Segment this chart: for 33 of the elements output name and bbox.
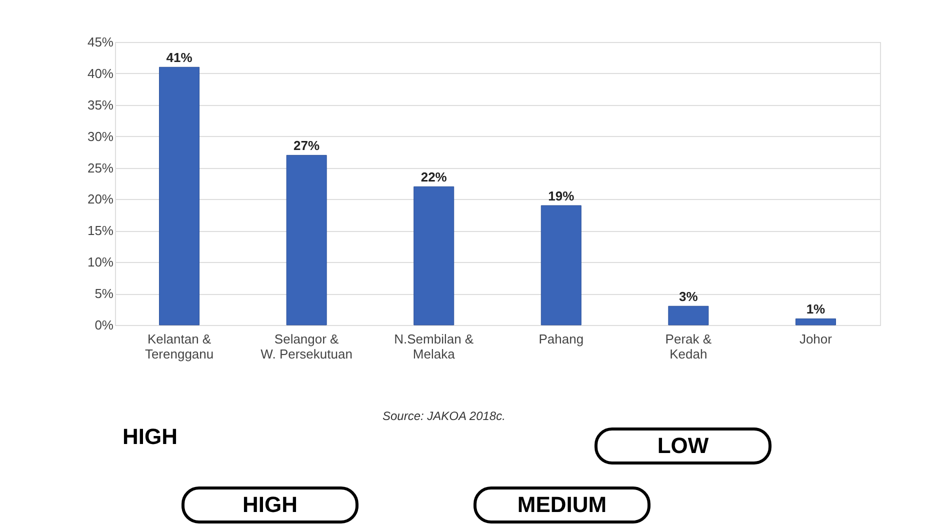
y-tick-label: 30%: [87, 128, 114, 144]
y-tick-label: 15%: [87, 223, 114, 238]
x-tick-label: Pahang: [538, 332, 584, 346]
y-tick-label: 5%: [94, 286, 114, 302]
x-tick-label: N.Sembilan & Melaka: [394, 332, 474, 362]
data-label: 3%: [679, 289, 698, 304]
x-tick-label: Perak & Kedah: [665, 332, 712, 362]
x-tick-label: Kelantan & Terengganu: [144, 332, 214, 362]
source-note: Source: JAKOA 2018c.: [382, 409, 506, 423]
y-tick-label: 10%: [87, 254, 114, 270]
bar: [159, 66, 200, 326]
text: MEDIUM: [517, 492, 607, 517]
bar: [286, 154, 327, 326]
y-tick-label: 20%: [87, 192, 114, 207]
y-tick-label: 25%: [87, 160, 114, 176]
bar: [668, 306, 709, 326]
x-tick-label: Selangor & W. Persekutuan: [260, 332, 352, 362]
text: HIGH: [242, 492, 298, 517]
text: HIGH: [122, 424, 178, 449]
y-tick-label: 35%: [87, 97, 114, 112]
data-label: 41%: [166, 50, 193, 66]
data-label: 1%: [806, 302, 826, 317]
data-label: 22%: [420, 170, 448, 185]
bar: [540, 205, 582, 326]
data-label: 27%: [294, 138, 320, 154]
y-tick-label: 40%: [87, 66, 114, 81]
x-tick-label: Johor: [799, 332, 833, 346]
text: LOW: [657, 433, 709, 458]
data-label: 19%: [548, 188, 575, 204]
bar: [795, 318, 836, 326]
y-tick-label: 45%: [87, 34, 114, 50]
bar: [414, 186, 454, 326]
y-tick-label: 0%: [94, 318, 114, 332]
